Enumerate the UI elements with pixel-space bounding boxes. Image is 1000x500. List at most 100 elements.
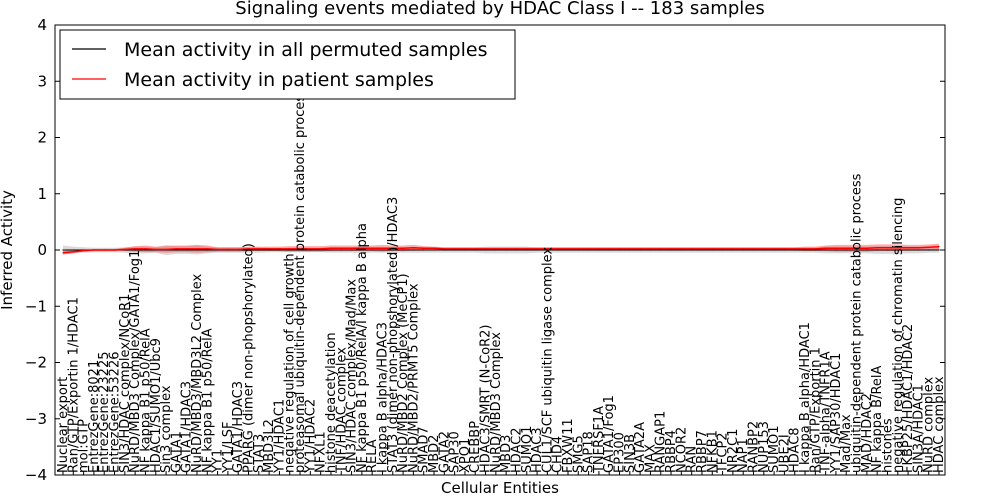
category-label: EntrezGene:8021 — [87, 360, 102, 473]
y-tick-label: 4 — [37, 16, 47, 34]
point-patient-4 — [103, 249, 105, 251]
category-label: MBD3 — [499, 435, 514, 473]
point-patient-47 — [546, 248, 549, 250]
category-label: YY1/LSF — [221, 421, 236, 474]
point-patient-28 — [351, 247, 353, 249]
point-patient-6 — [124, 248, 126, 250]
category-label: NUP153 — [757, 421, 772, 473]
category-label: SIN3/HDAC complex/Mad/Max — [345, 279, 360, 473]
point-permuted-46 — [536, 249, 538, 251]
point-permuted-57 — [649, 249, 652, 251]
category-label: SUMO1 — [767, 425, 782, 473]
category-label: FBXW11 — [561, 418, 576, 473]
y-ticks: −4 −3 −2 −1 0 1 2 3 4 — [25, 16, 945, 484]
category-label: SIN3A/HDAC1 — [911, 384, 926, 473]
point-patient-15 — [217, 248, 219, 250]
point-patient-42 — [495, 248, 497, 250]
category-label: CHD4 — [551, 436, 566, 473]
category-label: NCOR2 — [674, 427, 689, 473]
category-label: NuRD/MBD3 Complex — [489, 332, 504, 473]
point-patient-27 — [340, 247, 342, 249]
point-permuted-13 — [196, 249, 198, 251]
point-permuted-1 — [72, 249, 74, 251]
point-permuted-77 — [856, 249, 858, 251]
category-label: NuRD/MBD2 Complex (MeCP1) — [396, 273, 411, 473]
point-permuted-31 — [381, 249, 384, 251]
point-patient-68 — [763, 248, 765, 250]
point-patient-14 — [206, 248, 208, 250]
point-patient-83 — [917, 247, 920, 249]
point-patient-44 — [515, 248, 518, 250]
point-permuted-34 — [412, 249, 414, 251]
point-permuted-78 — [866, 249, 868, 251]
category-label: HDAC complex — [932, 376, 947, 473]
point-patient-61 — [691, 248, 693, 250]
point-permuted-7 — [134, 249, 136, 251]
point-patient-20 — [268, 248, 270, 250]
category-label: YY1/HDAC2 — [303, 399, 318, 474]
point-patient-55 — [629, 248, 631, 250]
y-tick-label: 0 — [37, 241, 47, 259]
category-label: NR2C1 — [726, 429, 741, 473]
point-permuted-67 — [752, 249, 755, 251]
y-tick-label: 1 — [37, 185, 47, 203]
category-label: NuRD/MBD3 Complex/GATA1/Fog1 — [128, 250, 143, 473]
category-label: RAN — [685, 446, 700, 473]
point-patient-80 — [886, 247, 889, 249]
point-patient-31 — [381, 247, 384, 249]
point-permuted-52 — [598, 249, 600, 251]
point-patient-10 — [165, 248, 167, 250]
point-permuted-75 — [835, 249, 837, 251]
point-permuted-39 — [464, 249, 466, 251]
point-patient-56 — [639, 248, 641, 250]
point-permuted-66 — [742, 249, 744, 251]
point-permuted-85 — [938, 249, 940, 251]
point-permuted-64 — [722, 249, 724, 251]
point-patient-78 — [866, 247, 868, 249]
point-patient-40 — [474, 248, 476, 250]
category-label: Ran/GTP/Exportin 1 — [808, 347, 823, 473]
point-permuted-19 — [258, 249, 260, 251]
point-patient-35 — [423, 247, 425, 249]
point-patient-37 — [443, 248, 445, 250]
point-patient-48 — [557, 248, 559, 250]
y-tick-label: −1 — [25, 297, 47, 315]
point-patient-81 — [897, 247, 899, 249]
point-permuted-53 — [608, 249, 610, 251]
point-patient-21 — [278, 248, 280, 250]
category-label: negative regulation of chromatin silenci… — [891, 198, 906, 473]
point-permuted-63 — [711, 249, 713, 251]
point-permuted-37 — [443, 249, 445, 251]
point-permuted-61 — [691, 249, 693, 251]
point-permuted-56 — [639, 249, 641, 251]
point-patient-34 — [412, 247, 414, 249]
point-patient-24 — [309, 248, 311, 250]
category-label: TFCP2 — [716, 432, 731, 474]
point-patient-2 — [83, 250, 85, 252]
point-patient-43 — [505, 248, 507, 250]
category-label: proteasomal ubiquitin-dependent protein … — [293, 88, 308, 473]
category-label: YY1 — [211, 449, 226, 474]
point-patient-1 — [72, 251, 74, 253]
category-label: TNFRSF1A — [592, 406, 607, 474]
category-label: SAP30 — [448, 431, 463, 473]
point-patient-74 — [825, 247, 827, 249]
point-permuted-68 — [763, 249, 765, 251]
category-label: SMG5 — [571, 435, 586, 473]
point-patient-69 — [773, 248, 775, 250]
plot-frame — [54, 24, 946, 476]
point-patient-72 — [804, 248, 806, 250]
point-permuted-25 — [320, 249, 322, 251]
point-patient-52 — [598, 248, 600, 250]
point-patient-29 — [361, 247, 363, 249]
category-label: Mad/Max — [839, 414, 854, 473]
category-label: STAT3 (dimer non-phopshorylated)/HDAC3 — [386, 197, 401, 473]
category-label: HDAC3 — [530, 427, 545, 473]
category-label: GATA1 — [169, 431, 184, 473]
point-patient-17 — [237, 248, 239, 250]
category-label: RANGAP1 — [654, 411, 669, 473]
point-permuted-36 — [433, 249, 435, 251]
category-label: NF kappa B1 p50/RelA — [200, 328, 215, 473]
category-label: RBBP7 — [695, 430, 710, 473]
